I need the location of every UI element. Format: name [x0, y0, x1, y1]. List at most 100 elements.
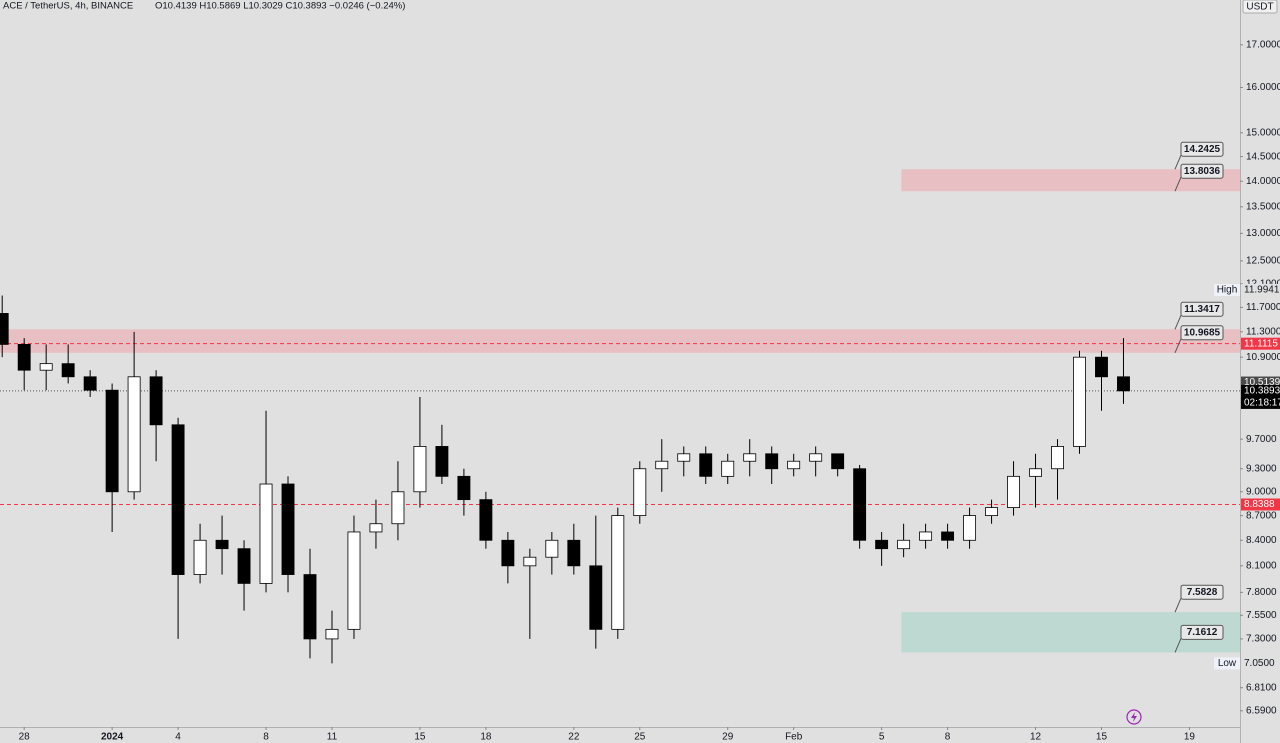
y-tick-label: 11.7000: [1246, 302, 1280, 313]
x-tick-label: 29: [722, 732, 734, 743]
candle-body: [567, 539, 581, 567]
price-tag-label: 11.1115: [1244, 338, 1278, 349]
zone-label: 7.5828: [1187, 587, 1218, 598]
y-tick-label: 9.0000: [1246, 486, 1277, 497]
x-tick-label: 28: [19, 732, 31, 743]
symbol-title: ACE / TetherUS, 4h, BINANCE: [3, 1, 133, 12]
y-tick-label: 12.5000: [1246, 256, 1280, 267]
plot: 17.0000 16.0000 15.0000 14.5000 14.0000 13.50…: [0, 39, 1280, 743]
price-tag: [1241, 384, 1280, 409]
candle-body: [941, 531, 955, 541]
y-tick-label: 9.3000: [1246, 463, 1277, 474]
price-tag-label: 10.5139: [1244, 377, 1280, 388]
zone-label: 14.2425: [1184, 144, 1221, 155]
price-countdown: 02:18:17: [1244, 398, 1280, 409]
y-tick-label: 13.0000: [1246, 228, 1280, 239]
candle-body: [545, 539, 559, 558]
price-tag-label: 11.9941: [1244, 285, 1280, 296]
currency-label[interactable]: USDT: [1246, 2, 1273, 13]
x-tick-label: 15: [1096, 732, 1108, 743]
price-tag: [1241, 498, 1280, 511]
candle-body: [853, 468, 867, 541]
zone-leader: [1174, 598, 1182, 613]
price-tag-label: 7.0500: [1244, 658, 1275, 669]
zone-label: 11.3417: [1184, 304, 1220, 315]
x-tick-label: 22: [568, 732, 580, 743]
price-tag-name: Low: [1218, 658, 1237, 669]
zone: [901, 169, 1240, 192]
candle-body: [699, 453, 713, 477]
x-tick-label: 15: [414, 732, 426, 743]
x-tick-label: 8: [945, 732, 951, 743]
y-tick-label: 11.3000: [1246, 326, 1280, 337]
zone-leader: [1174, 638, 1182, 653]
y-tick-label: 7.5500: [1246, 610, 1277, 621]
price-tag-name: High: [1217, 285, 1238, 296]
candle-body: [325, 628, 339, 640]
candle-body: [765, 453, 779, 470]
candle-body: [127, 376, 141, 493]
y-tick-label: 7.3000: [1246, 634, 1277, 645]
zone-label-box: [1180, 584, 1224, 600]
y-tick-label: 8.4000: [1246, 535, 1277, 546]
flash-icon[interactable]: [1126, 709, 1142, 725]
y-tick-label: 10.9000: [1246, 352, 1280, 363]
candle-body: [501, 539, 515, 567]
candle-body: [281, 483, 295, 575]
candle-body: [413, 446, 427, 493]
candle-body: [633, 468, 647, 517]
price-tag: [1241, 657, 1280, 670]
y-tick-label: 9.7000: [1246, 434, 1277, 445]
candle-body: [193, 539, 207, 575]
zone-leader: [1174, 338, 1182, 353]
zone-label-box: [1180, 163, 1224, 179]
candle-body: [611, 515, 625, 630]
candle-body: [435, 446, 449, 477]
candle-body: [1007, 475, 1020, 508]
ohlc-readout: O10.4139 H10.5869 L10.3029 C10.3893 −0.0…: [155, 1, 405, 12]
candle-body: [1117, 376, 1130, 392]
zone-label: 13.8036: [1184, 166, 1221, 177]
y-tick-label: 15.0000: [1246, 127, 1280, 138]
zone-leader: [1174, 155, 1182, 170]
y-tick-label: 7.8000: [1246, 587, 1277, 598]
candle-body: [589, 565, 603, 630]
x-tick-label: 2024: [101, 732, 124, 743]
candle-body: [743, 453, 757, 462]
candle-body: [171, 424, 185, 575]
zone-label-box: [1180, 624, 1224, 640]
zone: [0, 329, 1240, 353]
candle-body: [347, 531, 361, 630]
price-tag-name-box: [1214, 657, 1240, 670]
candle-body: [39, 363, 53, 371]
candle-body: [809, 453, 823, 462]
candle-body: [105, 389, 119, 493]
x-tick-label: 19: [1184, 732, 1196, 743]
x-tick-label: 11: [327, 732, 338, 743]
price-tag: [1241, 283, 1280, 296]
price-tag-label: 10.3893: [1244, 386, 1280, 397]
zone-label-box: [1180, 141, 1224, 157]
candle-body: [237, 548, 251, 584]
y-tick-label: 14.0000: [1246, 176, 1280, 187]
candle-body: [391, 491, 405, 525]
y-tick-label: 8.7000: [1246, 510, 1277, 521]
y-tick-label: 12.1000: [1246, 278, 1280, 289]
candle-body: [215, 539, 229, 550]
candle-body: [1095, 356, 1108, 378]
x-tick-label: 25: [634, 732, 646, 743]
currency-button[interactable]: [1242, 0, 1278, 14]
x-tick-label: Feb: [785, 732, 803, 743]
y-tick-label: 6.5900: [1246, 705, 1277, 716]
y-tick-label: 14.5000: [1246, 151, 1280, 162]
zone-leader: [1174, 315, 1182, 330]
candle-body: [787, 460, 801, 470]
candle-body: [897, 539, 911, 550]
x-tick-label: 8: [263, 732, 269, 743]
candle-body: [259, 483, 273, 584]
candle-body: [0, 313, 9, 345]
candle-body: [479, 499, 493, 541]
price-tag-label: 8.8388: [1244, 499, 1275, 510]
